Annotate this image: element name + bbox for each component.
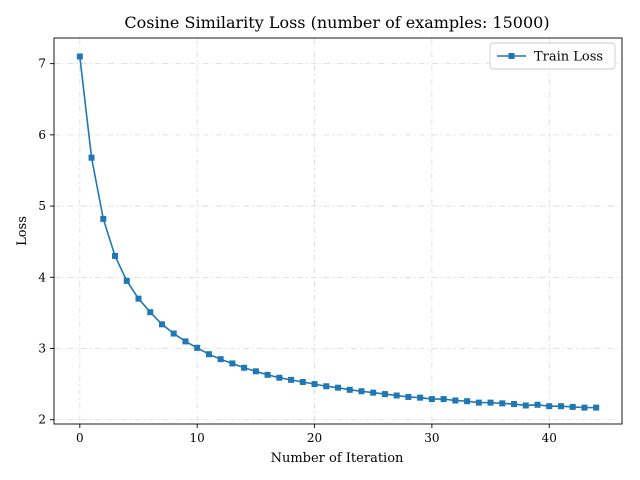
- y-tick-label: 2: [38, 413, 46, 427]
- axis-ticks: 0 10 20 30 40 2 3 4 5 6 7: [38, 57, 557, 445]
- y-tick-label: 3: [38, 342, 46, 356]
- data-point-marker: [182, 338, 189, 345]
- data-point-marker: [147, 309, 154, 316]
- data-point-marker: [311, 381, 318, 388]
- data-point-marker: [522, 402, 529, 409]
- data-point-marker: [358, 388, 365, 395]
- data-point-marker: [405, 393, 412, 400]
- legend-box: [489, 42, 616, 70]
- data-point-marker: [158, 321, 165, 328]
- data-point-marker: [217, 356, 224, 363]
- legend-marker-swatch: [508, 53, 515, 59]
- data-point-marker: [299, 378, 306, 385]
- data-point-marker: [534, 401, 541, 408]
- series-layer: [76, 53, 600, 411]
- data-point-marker: [581, 404, 588, 411]
- x-tick-label: 30: [424, 431, 439, 445]
- data-point-marker: [393, 392, 400, 399]
- grid: [54, 38, 622, 424]
- series-line-train-loss: [79, 56, 597, 409]
- data-point-marker: [428, 396, 435, 403]
- data-point-marker: [487, 399, 494, 406]
- x-tick-label: 10: [190, 431, 205, 445]
- legend: Train Loss: [489, 42, 616, 70]
- data-point-marker: [264, 371, 271, 378]
- data-point-marker: [417, 394, 424, 401]
- x-tick-label: 20: [307, 431, 322, 445]
- data-point-marker: [100, 215, 107, 222]
- data-point-marker: [452, 397, 459, 404]
- data-point-marker: [557, 403, 564, 410]
- data-point-marker: [229, 360, 236, 367]
- data-point-marker: [276, 374, 283, 381]
- data-point-marker: [546, 403, 553, 410]
- data-point-marker: [112, 252, 119, 259]
- data-point-marker: [241, 364, 248, 371]
- data-point-marker: [135, 295, 142, 302]
- data-point-marker: [76, 53, 83, 60]
- data-point-marker: [170, 330, 177, 337]
- y-tick-label: 4: [38, 270, 46, 284]
- data-point-marker: [323, 383, 330, 390]
- x-tick-label: 0: [76, 431, 84, 445]
- data-point-marker: [475, 399, 482, 406]
- data-point-marker: [381, 391, 388, 398]
- data-point-marker: [499, 400, 506, 407]
- data-point-marker: [440, 396, 447, 403]
- data-point-marker: [569, 403, 576, 410]
- data-point-marker: [252, 368, 259, 375]
- y-tick-label: 7: [38, 57, 46, 71]
- data-point-marker: [194, 344, 201, 351]
- chart-title: Cosine Similarity Loss (number of exampl…: [124, 13, 549, 32]
- data-point-marker: [511, 401, 518, 408]
- data-point-marker: [346, 386, 353, 393]
- data-point-marker: [205, 351, 212, 358]
- y-axis-label: Loss: [15, 216, 30, 246]
- y-tick-label: 6: [38, 128, 46, 142]
- data-point-marker: [593, 404, 600, 411]
- y-tick-label: 5: [38, 199, 46, 213]
- x-axis-label: Number of Iteration: [271, 451, 404, 466]
- data-point-marker: [88, 154, 95, 161]
- x-tick-label: 40: [542, 431, 557, 445]
- plot-frame: [53, 37, 623, 425]
- data-point-marker: [370, 389, 377, 396]
- data-point-marker: [288, 376, 295, 383]
- data-point-marker: [123, 277, 130, 284]
- data-point-marker: [464, 398, 471, 405]
- data-point-marker: [335, 384, 341, 391]
- legend-label-train-loss: Train Loss: [534, 50, 603, 65]
